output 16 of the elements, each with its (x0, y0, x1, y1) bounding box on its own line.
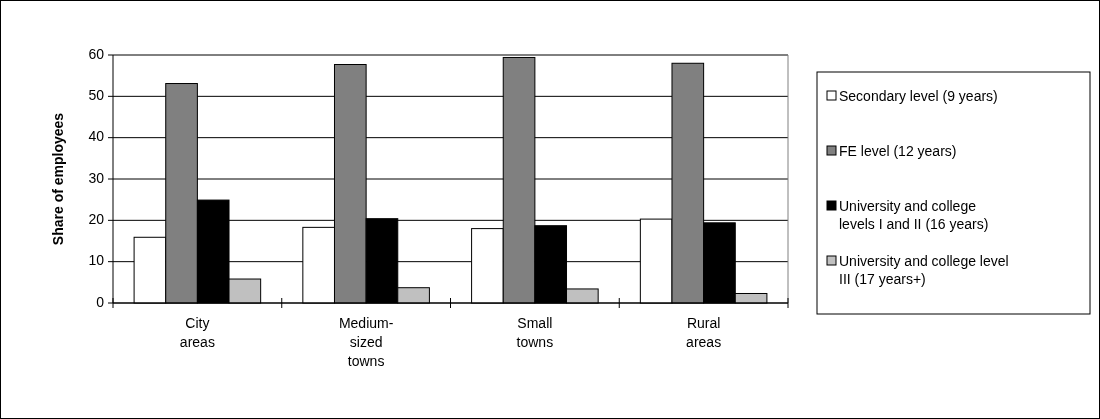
legend-label: Secondary level (9 years) (839, 87, 998, 104)
x-tick-label: City areas (179, 315, 215, 350)
y-tick-label: 50 (88, 87, 105, 104)
y-tick-label: 20 (88, 211, 105, 228)
x-tick-label: Small towns (516, 315, 554, 350)
x-tick-label: Rural areas (686, 315, 722, 350)
legend-label: University and college level III (17 years+) (839, 252, 1009, 287)
y-tick-label: 0 (96, 293, 105, 310)
legend-label: FE level (12 years) (839, 142, 957, 159)
legend-label: University and college levels I and II (16 years) (839, 197, 989, 232)
y-tick-label: 30 (88, 169, 105, 186)
y-tick-label: 10 (88, 252, 105, 269)
y-tick-label: 60 (88, 45, 105, 62)
x-tick-label: Medium-sized towns (338, 315, 394, 369)
y-tick-label: 40 (88, 128, 105, 145)
y-axis-title: Share of employees (50, 112, 66, 246)
